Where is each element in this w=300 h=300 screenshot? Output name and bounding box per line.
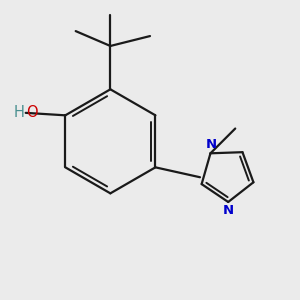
Text: O: O [26, 105, 37, 120]
Text: H: H [14, 105, 25, 120]
Text: N: N [206, 138, 217, 151]
Text: N: N [223, 205, 234, 218]
